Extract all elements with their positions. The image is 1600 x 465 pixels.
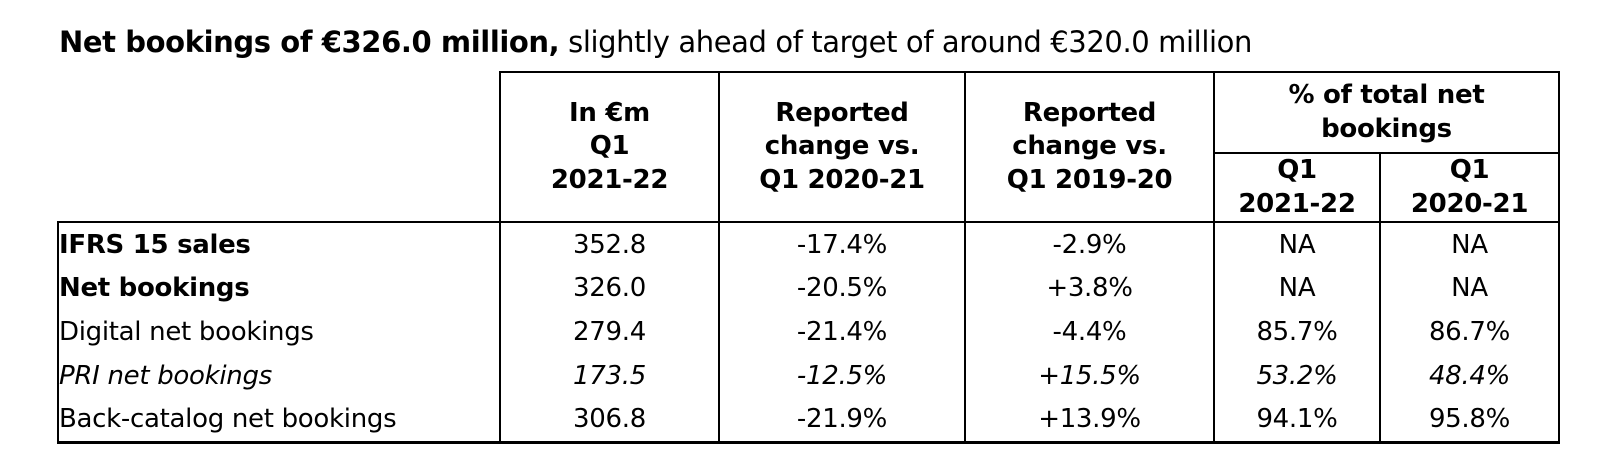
table-cell: 85.7% [1213,310,1381,354]
row-label: IFRS 15 sales [57,221,501,266]
table-cell: -21.4% [718,310,966,354]
table-cell: -21.9% [718,398,966,444]
table-cell: 95.8% [1379,398,1560,444]
row-label: Back-catalog net bookings [57,398,501,444]
table-cell: NA [1379,221,1560,266]
table-row-ifrs-15-sales: IFRS 15 sales 352.8 -17.4% -2.9% NA NA [57,221,1560,266]
table-cell: 86.7% [1379,310,1560,354]
table-header-row-sub: Q1 2021-22 Q1 2020-21 [58,152,1560,223]
col-subheader-q1-2021-22: Q1 2021-22 [1213,152,1381,223]
row-label: Digital net bookings [57,310,501,354]
table-row-net-bookings: Net bookings 326.0 -20.5% +3.8% NA NA [57,266,1560,310]
row-label: Net bookings [57,266,501,310]
table-cell: 173.5 [499,354,720,398]
table-cell: -20.5% [718,266,966,310]
table-cell: -12.5% [718,354,966,398]
title-highlight: Net bookings of €326.0 million, [59,25,560,59]
table-cell: -2.9% [964,221,1215,266]
col-header-pct-total-net-bookings: % of total net bookings [1213,71,1560,154]
table-cell: NA [1379,266,1560,310]
table-cell: 326.0 [499,266,720,310]
corner-spacer [58,72,500,222]
table-cell: 352.8 [499,221,720,266]
col-header-reported-change-2020-21: Reported change vs. Q1 2020-21 [718,71,966,223]
table-cell: 94.1% [1213,398,1381,444]
table-cell: 306.8 [499,398,720,444]
table-header-row-top: In €m Q1 2021-22 Reported change vs. Q1 … [58,71,1560,223]
table-cell: +3.8% [964,266,1215,310]
table-row-pri-net-bookings: PRI net bookings 173.5 -12.5% +15.5% 53.… [57,354,1560,398]
table-cell: -4.4% [964,310,1215,354]
col-subheader-q1-2020-21: Q1 2020-21 [1379,152,1560,223]
table-cell: -17.4% [718,221,966,266]
col-header-in-eur-m: In €m Q1 2021-22 [499,71,720,223]
table-cell: 53.2% [1213,354,1381,398]
table-cell: +15.5% [964,354,1215,398]
table-row-back-catalog-net-bookings: Back-catalog net bookings 306.8 -21.9% +… [57,398,1560,444]
net-bookings-table: In €m Q1 2021-22 Reported change vs. Q1 … [57,71,1560,444]
title-remainder: slightly ahead of target of around €320.… [559,25,1252,59]
table-row-digital-net-bookings: Digital net bookings 279.4 -21.4% -4.4% … [57,310,1560,354]
table-cell: NA [1213,221,1381,266]
table-cell: +13.9% [964,398,1215,444]
table-cell: 279.4 [499,310,720,354]
page-title: Net bookings of €326.0 million, slightly… [59,25,1252,59]
table-cell: 48.4% [1379,354,1560,398]
table-cell: NA [1213,266,1381,310]
col-header-reported-change-2019-20: Reported change vs. Q1 2019-20 [964,71,1215,223]
row-label: PRI net bookings [57,354,501,398]
